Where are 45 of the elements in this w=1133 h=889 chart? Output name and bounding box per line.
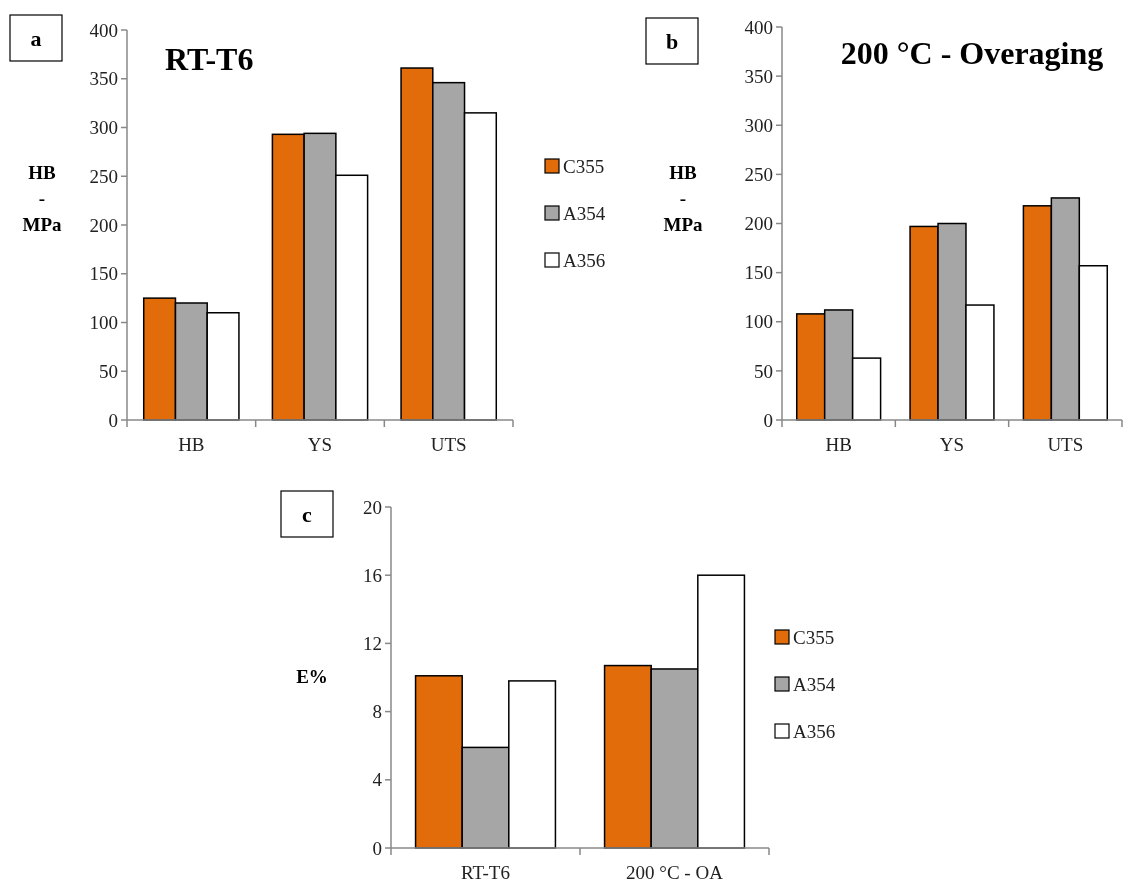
y-tick-label: 0 [108, 409, 118, 431]
y-tick-label: 150 [89, 263, 118, 285]
x-tick-label: YS [307, 434, 333, 455]
x-tick-label: YS [939, 434, 965, 455]
y-tick-label: 16 [363, 564, 382, 586]
y-tick-label: 50 [99, 360, 118, 382]
text: a [30, 25, 42, 51]
y-tick-label: 350 [89, 68, 118, 90]
chart-title: 200 °C - Overaging [840, 35, 1104, 71]
y-tick-label: 8 [372, 701, 382, 723]
legend-label: A354 [563, 202, 606, 224]
x-tick-label: UTS [430, 434, 467, 455]
y-tick-label: 250 [89, 165, 118, 187]
y-tick-label: 300 [89, 117, 118, 139]
y-tick-label: 400 [744, 16, 773, 38]
legend-label: C355 [563, 155, 605, 177]
y-tick-label: 250 [744, 164, 773, 186]
y-tick-label: 12 [363, 633, 382, 655]
text: c [302, 501, 313, 527]
y-tick-label: 100 [744, 311, 773, 333]
y-tick-label: 4 [372, 769, 383, 791]
legend-label: A356 [793, 720, 836, 742]
y-axis-title: E% [296, 666, 328, 687]
y-tick-label: 200 [744, 213, 773, 235]
y-tick-label: 100 [89, 312, 118, 334]
x-tick-label: 200 °C - OA [626, 862, 724, 883]
y-tick-label: 200 [89, 214, 118, 236]
legend-label: A356 [563, 249, 606, 271]
chart-title: RT-T6 [165, 41, 254, 77]
y-tick-label: 300 [744, 114, 773, 136]
x-tick-label: HB [825, 434, 852, 455]
legend-label: A354 [793, 673, 836, 695]
y-axis-title: HB - MPa [663, 162, 704, 235]
x-tick-label: UTS [1047, 434, 1084, 455]
y-tick-label: 0 [763, 409, 773, 431]
legend-label: C355 [793, 626, 835, 648]
y-axis-title: HB - MPa [22, 162, 63, 235]
y-tick-label: 0 [372, 837, 382, 859]
y-tick-label: 20 [363, 496, 382, 518]
y-tick-label: 150 [744, 262, 773, 284]
y-tick-label: 350 [744, 65, 773, 87]
x-tick-label: HB [178, 434, 205, 455]
text: b [665, 28, 679, 54]
y-tick-label: 50 [754, 360, 773, 382]
y-tick-label: 400 [89, 19, 118, 41]
